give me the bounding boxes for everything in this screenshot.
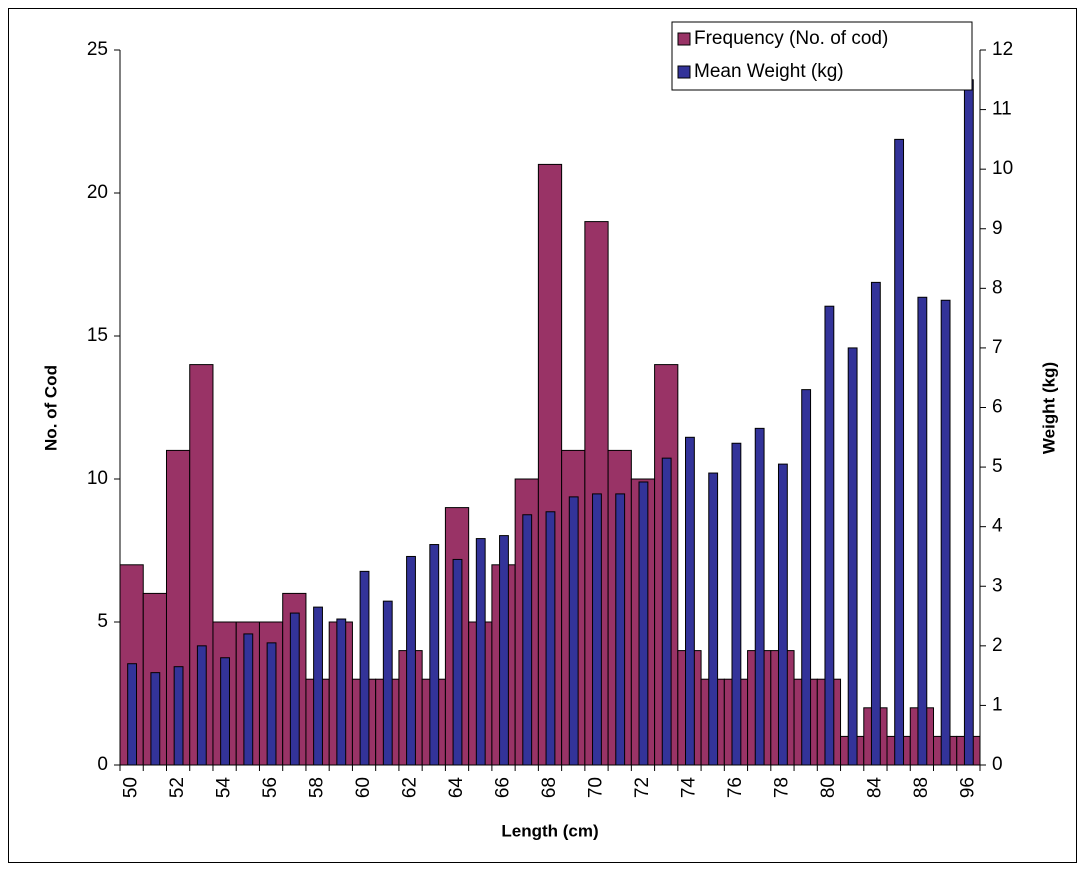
x-tick-label: 76 xyxy=(725,777,746,798)
bar xyxy=(940,299,951,766)
x-tick-label: 52 xyxy=(167,777,188,798)
bar xyxy=(173,666,184,766)
bar xyxy=(731,442,742,766)
legend-swatch xyxy=(677,65,691,79)
bar xyxy=(522,514,533,766)
y2-tick-label: 6 xyxy=(992,397,1003,418)
y-axis-title: No. of Cod xyxy=(41,365,60,451)
bar xyxy=(429,544,440,766)
bar xyxy=(685,436,695,766)
bar xyxy=(220,657,230,766)
bar xyxy=(801,389,812,766)
y2-tick-label: 11 xyxy=(992,99,1012,120)
bar xyxy=(917,296,928,766)
bar xyxy=(638,481,649,766)
bar xyxy=(847,347,858,766)
y2-tick-label: 0 xyxy=(992,754,1003,775)
y-tick-label: 15 xyxy=(87,325,108,346)
x-tick-label: 96 xyxy=(957,777,978,798)
legend-swatch xyxy=(677,32,691,46)
bar xyxy=(196,645,207,766)
legend-label: Mean Weight (kg) xyxy=(694,61,844,82)
x-tick-label: 68 xyxy=(539,777,560,798)
y-tick-label: 0 xyxy=(97,754,108,775)
bar xyxy=(336,618,347,766)
x-tick-label: 88 xyxy=(911,777,932,798)
x-tick-label: 66 xyxy=(493,777,514,798)
x-tick-label: 74 xyxy=(678,777,699,799)
bar xyxy=(568,496,579,766)
x-tick-label: 70 xyxy=(586,777,607,798)
y2-tick-label: 3 xyxy=(992,575,1003,596)
bar xyxy=(266,642,277,766)
bar xyxy=(545,511,556,766)
bar xyxy=(382,600,393,766)
bar xyxy=(313,606,323,766)
bar xyxy=(777,463,788,766)
bar xyxy=(894,138,905,766)
x-axis-title: Length (cm) xyxy=(501,821,598,840)
bar xyxy=(708,472,719,766)
bar xyxy=(499,535,509,766)
bar xyxy=(452,558,463,766)
y2-tick-label: 7 xyxy=(992,337,1003,358)
y2-tick-label: 2 xyxy=(992,635,1003,656)
bar xyxy=(150,672,161,766)
y2-tick-label: 4 xyxy=(992,516,1003,537)
bar xyxy=(243,633,254,766)
x-tick-label: 56 xyxy=(260,777,281,798)
x-tick-label: 60 xyxy=(353,777,374,798)
y2-tick-label: 9 xyxy=(992,218,1003,239)
y-tick-label: 20 xyxy=(87,182,108,203)
x-tick-label: 58 xyxy=(307,777,328,798)
legend-label: Frequency (No. of cod) xyxy=(694,28,888,49)
bar xyxy=(615,493,626,766)
bar xyxy=(824,305,835,766)
y2-tick-label: 1 xyxy=(992,694,1003,715)
y2-tick-label: 5 xyxy=(992,456,1003,477)
x-tick-label: 84 xyxy=(864,777,885,799)
y-tick-label: 25 xyxy=(87,39,108,60)
y2-tick-label: 8 xyxy=(992,277,1003,298)
bar xyxy=(963,79,974,766)
bar xyxy=(754,427,765,766)
x-tick-label: 72 xyxy=(632,777,653,798)
bar xyxy=(592,493,602,766)
y2-tick-label: 10 xyxy=(992,158,1013,179)
bar xyxy=(127,663,138,766)
y-tick-label: 10 xyxy=(87,468,108,489)
x-tick-label: 80 xyxy=(818,777,839,798)
y-tick-label: 5 xyxy=(97,611,108,632)
y2-tick-label: 12 xyxy=(992,39,1013,60)
bar xyxy=(870,281,881,766)
x-tick-label: 62 xyxy=(400,777,421,798)
bar xyxy=(475,538,486,766)
legend-box xyxy=(671,21,973,91)
bar xyxy=(661,457,672,766)
x-tick-label: 50 xyxy=(121,777,142,798)
bar xyxy=(289,612,300,766)
bar xyxy=(359,570,370,766)
bar xyxy=(406,555,416,766)
x-tick-label: 64 xyxy=(446,777,467,799)
y2-axis-title: Weight (kg) xyxy=(1039,362,1058,454)
x-tick-label: 78 xyxy=(771,777,792,798)
x-tick-label: 54 xyxy=(214,777,235,799)
